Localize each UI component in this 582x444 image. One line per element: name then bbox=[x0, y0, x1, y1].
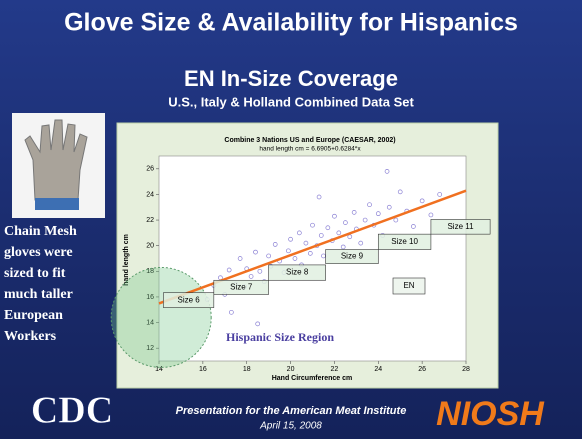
slide-subtitle: EN In-Size Coverage bbox=[184, 66, 398, 91]
fit-line bbox=[158, 189, 467, 305]
hispanic-region bbox=[110, 266, 212, 368]
scatter-point bbox=[318, 233, 324, 238]
scatter-point bbox=[362, 217, 368, 223]
region-label: Hispanic Size Region bbox=[226, 330, 334, 344]
x-tick-label: 20 bbox=[287, 366, 295, 373]
scatter-point bbox=[310, 222, 315, 228]
caption-line: Workers bbox=[4, 329, 57, 344]
x-tick-label: 18 bbox=[243, 366, 251, 373]
scatter-point bbox=[375, 211, 381, 217]
size-label: Size 9 bbox=[341, 252, 364, 261]
x-axis-label: Hand Circumference cm bbox=[272, 375, 353, 382]
scatter-point bbox=[255, 321, 261, 327]
x-tick-label: 16 bbox=[199, 366, 207, 373]
x-tick-label: 28 bbox=[462, 366, 470, 373]
caption-line: European bbox=[4, 308, 63, 323]
scatter-point bbox=[229, 309, 234, 315]
y-tick-label: 26 bbox=[146, 166, 154, 173]
scatter-point bbox=[316, 194, 322, 200]
scatter-point bbox=[343, 220, 348, 225]
en-box bbox=[392, 277, 426, 295]
caption-line: sized to fit bbox=[4, 266, 66, 281]
scatter-point bbox=[358, 240, 364, 246]
y-tick-label: 14 bbox=[146, 319, 154, 326]
caption-line: Chain Mesh bbox=[4, 224, 77, 239]
footer: Presentation for the American Meat Insti… bbox=[31, 389, 546, 433]
scatter-point bbox=[351, 210, 357, 215]
scatter-point bbox=[325, 225, 331, 231]
cdc-logo: CDC bbox=[31, 390, 113, 432]
scatter-point bbox=[307, 251, 313, 256]
scatter-point bbox=[248, 274, 254, 279]
y-tick-label: 16 bbox=[146, 294, 154, 301]
niosh-logo: NIOSH bbox=[436, 395, 545, 433]
size-box bbox=[325, 249, 379, 264]
size-label: Size 11 bbox=[447, 222, 474, 231]
scatter-point bbox=[386, 204, 392, 210]
y-tick-label: 18 bbox=[146, 268, 154, 275]
scatter-point bbox=[397, 189, 403, 195]
size-box bbox=[430, 219, 491, 235]
chart-title: Combine 3 Nations US and Europe (CAESAR,… bbox=[224, 137, 395, 144]
y-tick-label: 22 bbox=[146, 217, 154, 224]
footer-line: Presentation for the American Meat Insti… bbox=[176, 405, 407, 417]
scatter-point bbox=[237, 256, 243, 261]
scatter-point bbox=[292, 256, 298, 261]
scatter-point bbox=[257, 268, 263, 274]
y-axis-label: hand length cm bbox=[123, 234, 130, 286]
scatter-point bbox=[411, 224, 416, 229]
size-label: Size 8 bbox=[286, 268, 309, 277]
scatter-point bbox=[367, 202, 372, 208]
scatter-point bbox=[272, 242, 278, 247]
scatter-point bbox=[393, 217, 399, 223]
scatter-point bbox=[437, 192, 443, 197]
scatter-point bbox=[340, 244, 346, 250]
scatter-point bbox=[303, 240, 309, 246]
scatter-point bbox=[332, 213, 337, 219]
x-tick-label: 26 bbox=[418, 366, 426, 373]
scatter-point bbox=[266, 253, 271, 259]
size-box bbox=[213, 279, 269, 295]
footer-date: April 15, 2008 bbox=[259, 421, 322, 432]
glove-image bbox=[12, 113, 105, 218]
caption-line: much taller bbox=[4, 287, 73, 302]
caption: Chain Mesh gloves were sized to fit much ta… bbox=[4, 224, 77, 344]
size-label: Size 10 bbox=[391, 237, 418, 246]
chart-subtitle: hand length cm = 6.6905+0.6284*x bbox=[259, 146, 361, 153]
x-tick-label: 14 bbox=[155, 366, 163, 373]
size-label: Size 6 bbox=[177, 295, 200, 304]
size-label: Size 7 bbox=[230, 282, 253, 291]
x-tick-label: 22 bbox=[331, 366, 339, 373]
y-tick-label: 12 bbox=[146, 345, 154, 352]
size-box bbox=[377, 233, 432, 250]
scatter-point bbox=[226, 267, 232, 273]
scatter-point bbox=[428, 212, 434, 218]
size-box bbox=[163, 292, 215, 308]
y-tick-label: 24 bbox=[146, 191, 154, 198]
scatter-point bbox=[296, 230, 302, 236]
y-tick-label: 20 bbox=[146, 243, 154, 250]
scatter-point bbox=[384, 169, 390, 174]
scatter-point bbox=[419, 198, 425, 204]
size-box bbox=[268, 264, 326, 281]
scatter-point bbox=[286, 248, 291, 254]
en-label: EN bbox=[403, 281, 414, 290]
slide-subsubtitle: U.S., Italy & Holland Combined Data Set bbox=[168, 94, 414, 109]
slide-title: Glove Size & Availability for Hispanics bbox=[64, 9, 518, 37]
scatter-point bbox=[288, 236, 293, 242]
scatter-point bbox=[336, 230, 342, 236]
caption-line: gloves were bbox=[4, 245, 73, 260]
x-tick-label: 24 bbox=[374, 366, 382, 373]
scatter-point bbox=[253, 249, 258, 255]
